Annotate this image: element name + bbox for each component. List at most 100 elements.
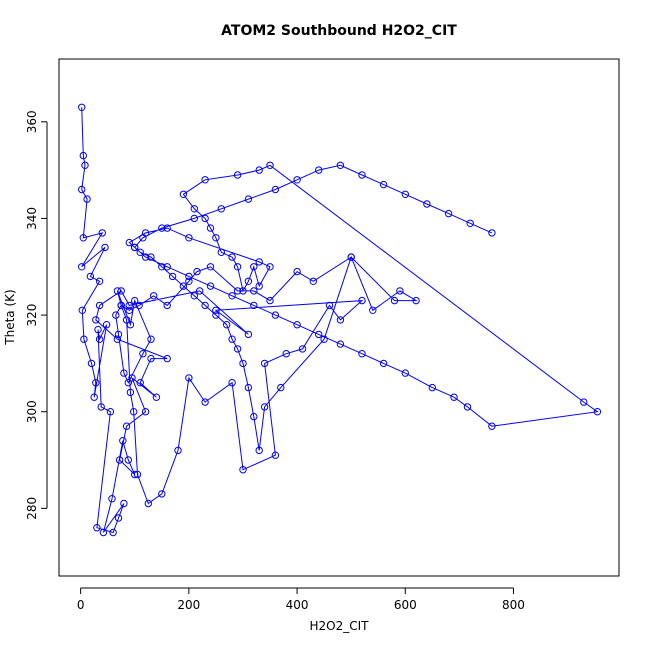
data-point <box>94 325 102 334</box>
data-point <box>135 301 143 310</box>
data-point <box>228 379 236 387</box>
data-point <box>114 514 123 522</box>
x-tick-label: 200 <box>177 598 200 612</box>
data-point <box>201 398 209 406</box>
data-point <box>266 161 274 170</box>
data-point <box>223 321 231 329</box>
data-point <box>206 224 215 232</box>
y-tick-label: 280 <box>25 497 39 520</box>
data-point <box>80 335 88 343</box>
data-point <box>95 335 104 343</box>
data-point <box>113 335 122 343</box>
data-point <box>136 248 144 257</box>
data-point <box>293 321 301 329</box>
data-point <box>109 528 117 537</box>
data-point <box>179 282 188 290</box>
data-point <box>228 335 236 343</box>
data-point <box>217 205 226 213</box>
data-point <box>95 301 104 310</box>
data-point <box>79 151 88 160</box>
data-point <box>126 388 135 397</box>
data-point <box>255 166 263 174</box>
data-point <box>428 383 436 392</box>
data-point <box>122 316 131 324</box>
data-point <box>150 292 158 300</box>
data-point <box>125 301 134 310</box>
data-point <box>244 195 253 203</box>
data-point <box>163 301 171 310</box>
data-point <box>99 528 108 537</box>
data-point <box>158 490 166 498</box>
data-point <box>282 350 290 358</box>
data-point <box>206 282 215 290</box>
data-point <box>139 234 147 242</box>
data-point <box>124 456 133 464</box>
data-point <box>260 403 269 411</box>
data-point <box>228 292 236 300</box>
y-axis-label: Theta (K) <box>3 289 17 345</box>
data-point <box>144 499 153 508</box>
data-point <box>401 190 409 199</box>
data-point <box>174 446 182 455</box>
data-point <box>358 171 366 179</box>
data-point <box>193 267 201 276</box>
data-point <box>488 229 496 237</box>
data-point <box>185 374 193 382</box>
data-point <box>239 359 247 368</box>
x-tick-label: 800 <box>502 598 525 612</box>
data-point <box>315 166 323 174</box>
data-point <box>117 287 125 295</box>
data-point <box>271 185 280 194</box>
data-point <box>401 369 409 377</box>
chart-title: ATOM2 Southbound H2O2_CIT <box>221 23 457 39</box>
data-point <box>168 272 177 281</box>
data-point <box>78 306 87 314</box>
y-tick-label: 340 <box>25 207 39 230</box>
data-point <box>580 398 588 406</box>
data-point <box>147 354 155 363</box>
data-point <box>78 103 86 112</box>
data-point <box>141 408 150 416</box>
data-point <box>152 393 161 401</box>
data-point <box>95 277 104 285</box>
data-point <box>233 345 242 353</box>
data-point <box>239 287 247 295</box>
data-point <box>106 408 115 416</box>
data-point <box>250 412 258 421</box>
data-point <box>260 359 269 368</box>
data-point <box>141 253 150 261</box>
data-point <box>379 180 388 189</box>
data-point <box>347 253 355 261</box>
data-point <box>315 330 323 339</box>
data-point <box>125 238 134 247</box>
data-point <box>139 350 147 358</box>
data-point <box>131 470 139 479</box>
data-point <box>83 195 91 203</box>
data-point <box>206 263 215 271</box>
data-point <box>102 321 111 329</box>
data-point <box>147 335 155 343</box>
data-point <box>86 272 95 281</box>
data-point <box>212 306 220 314</box>
data-point <box>255 446 263 455</box>
data-point <box>90 393 98 401</box>
x-tick-label: 400 <box>286 598 309 612</box>
data-point <box>124 379 133 387</box>
y-tick-label: 320 <box>25 304 39 327</box>
data-point <box>131 243 139 252</box>
data-point <box>593 408 602 416</box>
data-point <box>97 403 105 411</box>
data-point <box>233 263 242 271</box>
data-point <box>320 335 328 343</box>
data-point <box>266 263 274 271</box>
data-point <box>196 287 204 295</box>
data-point <box>79 234 88 242</box>
data-point <box>336 340 345 348</box>
data-point <box>444 209 453 218</box>
y-tick-label: 300 <box>25 400 39 423</box>
x-axis: 0 200 400 600 800 <box>77 587 525 612</box>
data-point <box>201 214 209 223</box>
data-point <box>133 470 142 479</box>
data-point <box>112 311 120 319</box>
data-point <box>115 456 124 464</box>
